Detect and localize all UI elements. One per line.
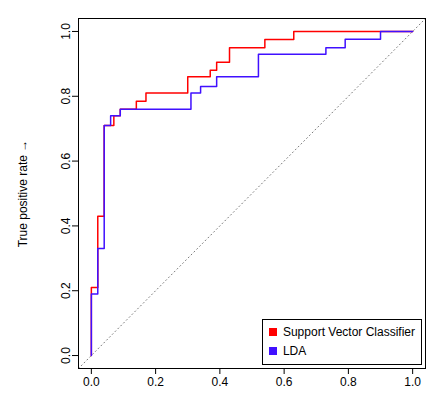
svg-text:0.6: 0.6 [59,152,73,169]
svg-text:0.0: 0.0 [83,375,100,389]
svg-text:0.2: 0.2 [147,375,164,389]
html-text:Support Vector Classifier: Support Vector Classifier [282,325,415,339]
html-text:LDA: LDA [282,344,307,358]
svg-text:True positive rate →: True positive rate → [16,140,30,248]
svg-text:1.0: 1.0 [404,375,421,389]
svg-text:0.4: 0.4 [212,375,229,389]
svg-text:0.4: 0.4 [59,217,73,234]
svg-text:0.2: 0.2 [59,282,73,299]
svg-text:0.0: 0.0 [59,347,73,364]
svg-text:1.0: 1.0 [59,23,73,40]
svg-text:0.6: 0.6 [276,375,293,389]
svg-text:0.8: 0.8 [340,375,357,389]
svg-text:0.8: 0.8 [59,88,73,105]
